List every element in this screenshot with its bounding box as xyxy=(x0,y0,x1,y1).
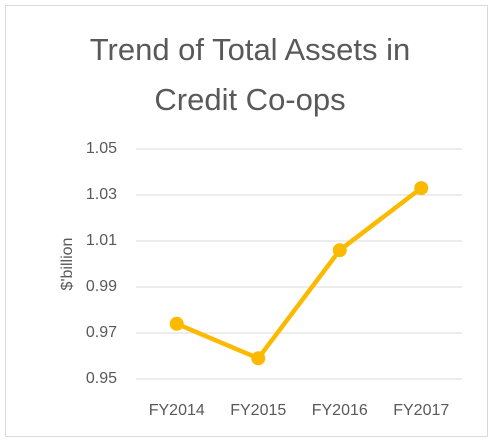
y-tick-label: 1.05 xyxy=(86,140,117,157)
chart-title: Trend of Total Assets in Credit Co-ops xyxy=(89,32,411,117)
x-tick-label: FY2017 xyxy=(393,402,449,419)
data-point xyxy=(332,243,347,258)
x-tick-label: FY2014 xyxy=(149,402,205,419)
data-point xyxy=(414,181,429,196)
chart-border xyxy=(5,5,488,437)
data-point xyxy=(251,351,266,366)
line-series xyxy=(175,186,423,361)
x-tick-label: FY2015 xyxy=(230,402,286,419)
x-tick-label: FY2016 xyxy=(312,402,368,419)
data-point xyxy=(169,316,184,331)
y-tick-label: 0.95 xyxy=(86,370,117,387)
y-tick-label: 0.99 xyxy=(86,278,117,295)
y-tick-label: 1.01 xyxy=(86,232,117,249)
y-axis-label: $'billion xyxy=(59,238,76,291)
y-tick-label: 1.03 xyxy=(86,186,117,203)
y-tick-label: 0.97 xyxy=(86,324,117,341)
